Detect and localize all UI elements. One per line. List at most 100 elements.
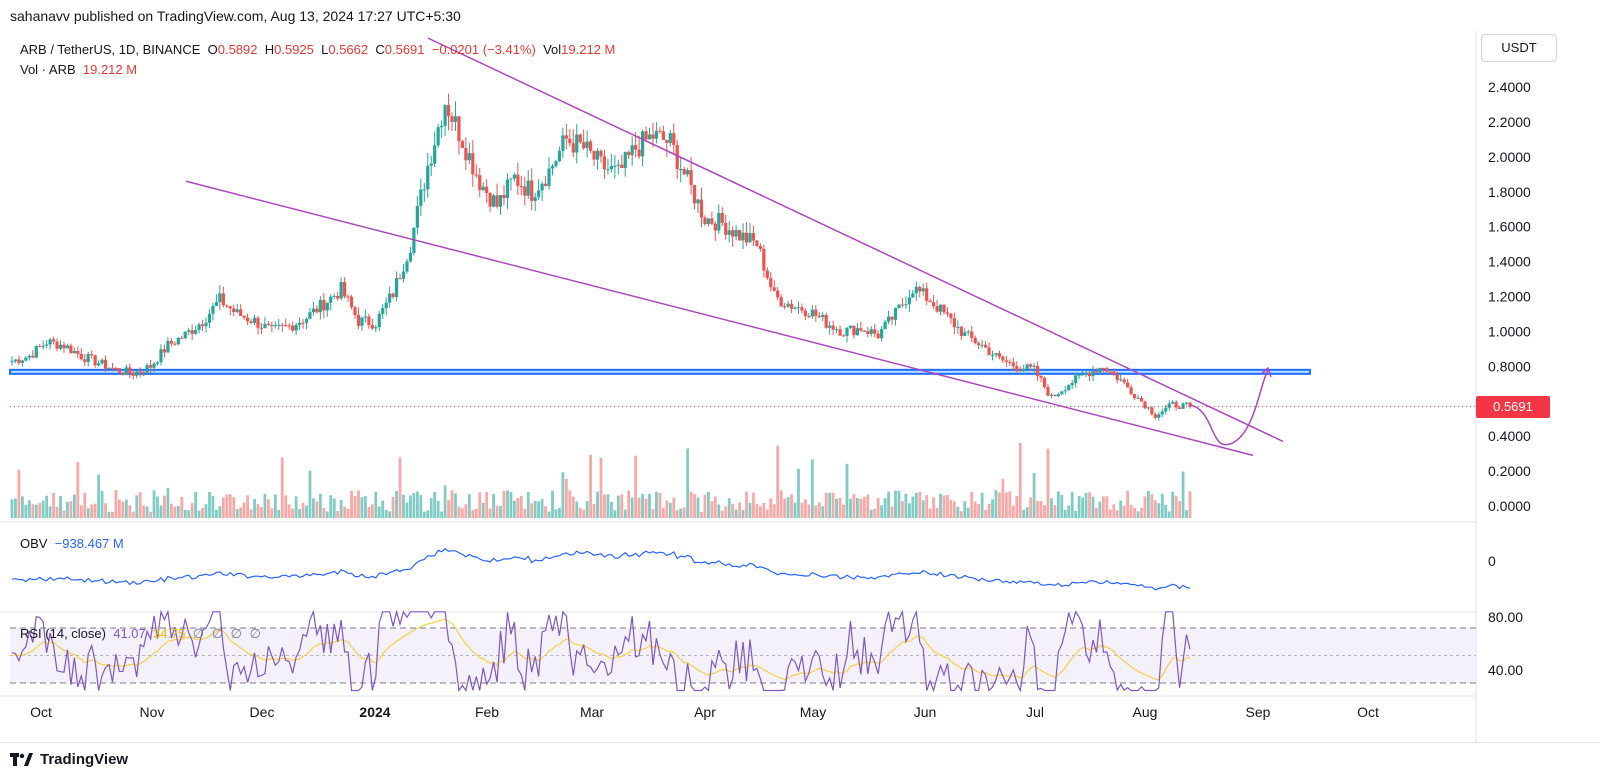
candle-body — [187, 330, 191, 332]
rsi-axis-tick: 80.00 — [1488, 609, 1523, 625]
volume-bar — [679, 508, 683, 518]
volume-bar — [1122, 505, 1126, 518]
volume-bar — [312, 498, 315, 518]
candle-body — [911, 293, 915, 298]
volume-bar — [260, 507, 263, 518]
volume-bar — [533, 500, 537, 518]
volume-bar — [599, 457, 603, 518]
candle-body — [131, 373, 135, 376]
candle-body — [599, 150, 603, 157]
volume-bar — [1164, 504, 1168, 518]
candle-body — [259, 327, 264, 329]
candle-body — [630, 145, 634, 156]
time-axis-tick: Apr — [694, 704, 716, 720]
symbol-label[interactable]: ARB / TetherUS, 1D, BINANCE — [20, 42, 201, 57]
vol-row-label[interactable]: Vol · ARB — [20, 62, 76, 77]
volume-bar — [124, 499, 128, 518]
projection-arrow — [1261, 366, 1272, 378]
candle-body — [1039, 375, 1043, 378]
candle-body — [1143, 401, 1147, 409]
volume-bar — [1167, 511, 1171, 518]
candle-body — [634, 145, 638, 150]
candle-body — [34, 346, 38, 358]
candle-body — [966, 331, 970, 333]
currency-unit-button[interactable]: USDT — [1481, 34, 1557, 62]
rsi-placeholders: ∅ ∅ ∅ ∅ — [192, 626, 263, 641]
candle-body — [367, 316, 371, 326]
volume-bar — [641, 494, 644, 518]
candle-body — [755, 240, 759, 247]
candle-body — [731, 230, 735, 237]
candle-body — [256, 317, 260, 328]
volume-bar — [1011, 505, 1015, 518]
candle-body — [571, 143, 575, 153]
rsi-label[interactable]: RSI (14, close) — [20, 626, 106, 641]
volume-bar — [1150, 494, 1154, 518]
candle-body — [769, 278, 773, 288]
volume-bar — [509, 491, 513, 518]
volume-bar — [648, 493, 651, 518]
candle-body — [246, 317, 250, 322]
time-axis-tick: Feb — [475, 704, 499, 720]
time-axis-tick: Oct — [1357, 704, 1379, 720]
volume-bar — [519, 495, 523, 518]
candle-body — [762, 248, 766, 271]
candle-body — [114, 367, 118, 369]
candle-body — [284, 325, 288, 327]
candle-body — [287, 325, 291, 327]
volume-bar — [159, 505, 163, 518]
chart-area[interactable]: 2.4000 2.2000 2.0000 1.8000 1.6000 1.4000 1.20… — [0, 30, 1600, 742]
candle-body — [460, 141, 465, 148]
volume-bar — [471, 509, 475, 518]
volume-bar — [620, 494, 624, 518]
volume-bar — [1098, 501, 1102, 518]
volume-bar — [1126, 490, 1130, 518]
candle-body — [866, 331, 870, 335]
obv-label[interactable]: OBV — [20, 536, 48, 551]
volume-bar — [1053, 505, 1057, 518]
candle-body — [1122, 379, 1126, 383]
candle-body — [401, 271, 406, 279]
volume-bar — [284, 495, 288, 518]
volume-bar — [769, 498, 773, 518]
volume-bar — [810, 459, 814, 518]
volume-bar — [786, 497, 790, 518]
close-label: C — [375, 42, 385, 57]
candle-body — [1178, 407, 1182, 409]
obv-line — [11, 548, 1191, 591]
volume-bar — [176, 505, 180, 518]
candle-body — [921, 288, 925, 292]
volume-bar — [183, 509, 187, 518]
volume-bar — [544, 506, 547, 518]
volume-bar — [831, 492, 835, 518]
volume-bar — [966, 507, 970, 518]
tradingview-brand[interactable]: TradingView — [10, 751, 128, 768]
candle-body — [734, 229, 738, 237]
volume-bar — [675, 510, 679, 518]
candle-body — [48, 339, 52, 345]
volume-bar — [398, 457, 402, 518]
candle-body — [793, 307, 797, 309]
candle-body — [405, 261, 409, 272]
volume-bar — [235, 509, 239, 518]
volume-bar — [322, 508, 326, 518]
candle-body — [124, 367, 128, 375]
volume-bar — [405, 502, 409, 518]
volume-bar — [492, 493, 495, 518]
time-axis-tick: Jul — [1026, 704, 1044, 720]
volume-bar — [329, 495, 333, 518]
candle-body — [62, 344, 66, 349]
candle-body — [322, 299, 326, 311]
volume-bar — [918, 491, 922, 518]
volume-bar — [1004, 492, 1008, 518]
volume-bar — [537, 501, 541, 518]
candle-body — [1150, 407, 1154, 415]
candle-body — [349, 296, 354, 308]
volume-bar — [208, 492, 211, 518]
candle-body — [266, 323, 270, 325]
candle-body — [886, 316, 891, 322]
volume-bar — [876, 498, 880, 518]
legend-row-volume: Vol · ARB 19.212 M — [20, 60, 615, 80]
candle-body — [994, 353, 998, 355]
candle-body — [103, 359, 108, 369]
